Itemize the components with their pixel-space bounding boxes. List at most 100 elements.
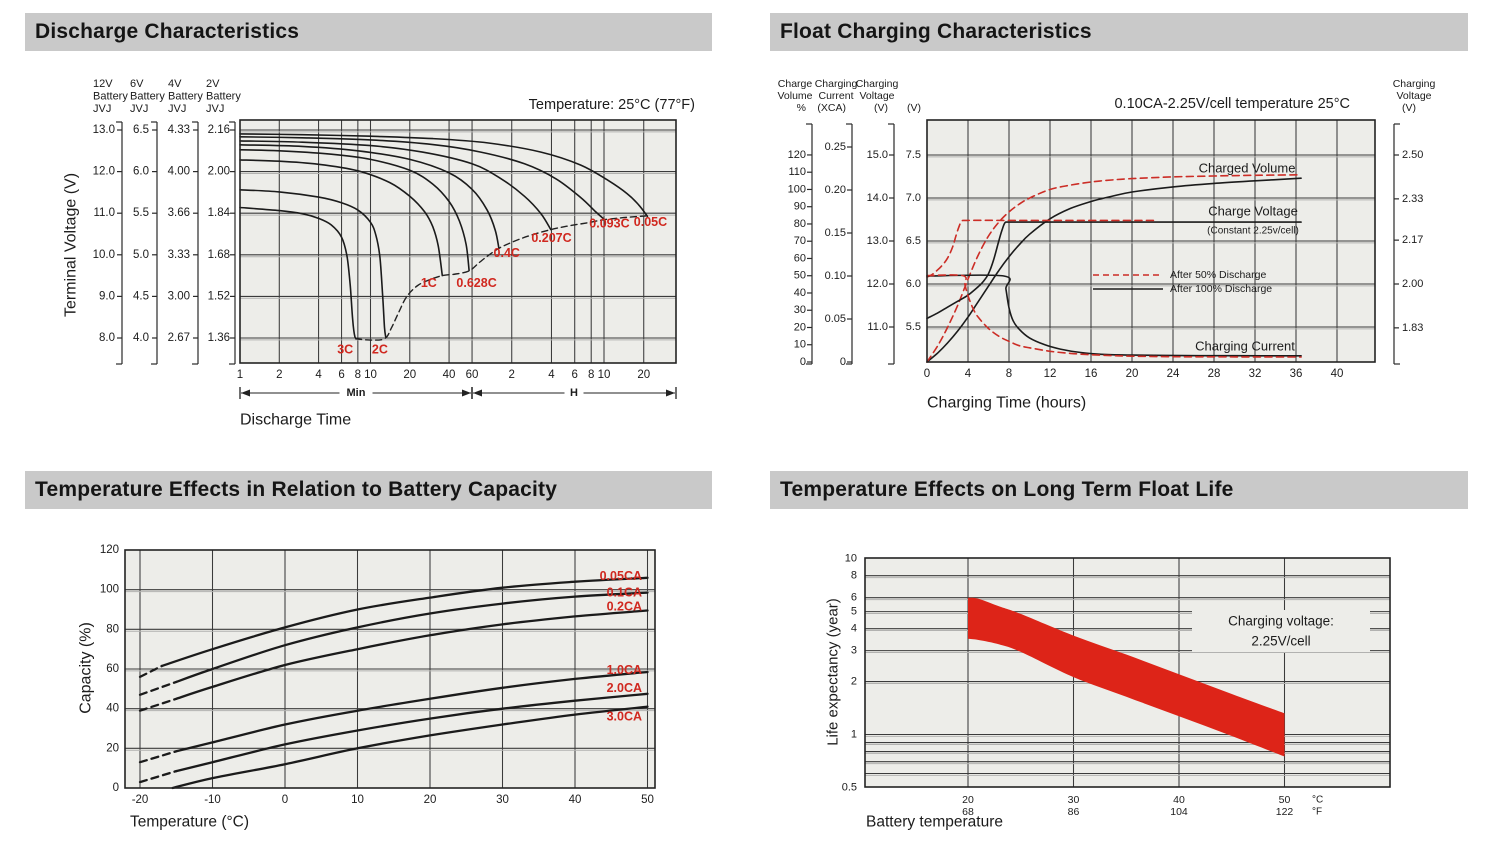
scale-value: 7.0 xyxy=(906,192,921,204)
scale-value: 6.5 xyxy=(133,124,149,136)
x-tick-label: -20 xyxy=(132,794,149,806)
scale-value: 0.20 xyxy=(825,184,846,196)
x-tick-label-c: 30 xyxy=(1068,794,1080,806)
scale-value: 10 xyxy=(794,339,806,351)
x-tick-label-c: 20 xyxy=(962,794,974,806)
section-title-float-life: Temperature Effects on Long Term Float L… xyxy=(770,471,1468,509)
arrowhead-left-icon xyxy=(241,389,250,397)
c-rate-label: 2C xyxy=(372,343,388,357)
x-tick-label: 6 xyxy=(572,369,578,381)
scale-unit: (XCA) xyxy=(817,102,846,114)
plot-area xyxy=(240,120,676,363)
scale-value: 5.5 xyxy=(906,321,921,333)
scale-header: Battery xyxy=(130,91,165,103)
x-tick-label-f: 68 xyxy=(962,806,974,818)
scale-value: 1.68 xyxy=(208,249,230,261)
x-tick-label-f: 122 xyxy=(1276,806,1294,818)
y-tick-label: 2 xyxy=(851,676,857,688)
life-expectancy-band xyxy=(968,597,1285,757)
scale-header: Charging xyxy=(1393,78,1436,90)
y-axis-title: Life expectancy (year) xyxy=(825,598,842,746)
x-tick-label: 8 xyxy=(355,369,361,381)
x-axis-title: Battery temperature xyxy=(866,814,1003,831)
section-title-float-life-text: Temperature Effects on Long Term Float L… xyxy=(780,478,1234,501)
scale-value: 0 xyxy=(800,356,806,368)
scale-value: 110 xyxy=(788,166,806,178)
scale-value: 50 xyxy=(794,270,806,282)
scale-value: 0.05 xyxy=(825,313,846,325)
scale-value: 9.0 xyxy=(99,290,115,302)
x-tick-label: 6 xyxy=(338,369,344,381)
scale-value: 100 xyxy=(788,183,806,195)
scale-value: 1.83 xyxy=(1402,322,1423,334)
section-title-discharge: Discharge Characteristics xyxy=(25,13,712,51)
scale-value: 3.00 xyxy=(168,290,190,302)
scale-value: 2.00 xyxy=(208,166,230,178)
x-tick-label: 8 xyxy=(1006,368,1012,380)
section-title-temp-capacity-text: Temperature Effects in Relation to Batte… xyxy=(35,478,558,501)
scale-value: 90 xyxy=(794,201,806,213)
series-charging-current-50 xyxy=(926,274,1302,358)
series-charged-volume-100 xyxy=(926,177,1302,363)
arrowhead-right-icon xyxy=(462,389,471,397)
scale-header: 4V xyxy=(168,78,182,90)
capacity-curve-2.0CA xyxy=(175,692,649,773)
scale-header: Charging xyxy=(856,78,899,90)
x-tick-label: 12 xyxy=(1044,368,1057,380)
range-label: H xyxy=(570,387,578,399)
ca-rate-label: 3.0CA xyxy=(607,710,642,724)
ca-rate-label: 0.2CA xyxy=(607,600,642,614)
section-title-float-charging-text: Float Charging Characteristics xyxy=(780,20,1092,43)
scale-value: 0.10 xyxy=(825,270,846,282)
discharge-curve-0.628C xyxy=(239,149,470,272)
capacity-curve-3.0CA xyxy=(171,705,649,790)
x-tick-label-c: 50 xyxy=(1279,794,1291,806)
scale-value: 6.0 xyxy=(906,278,921,290)
scale-value: 11.0 xyxy=(867,321,888,333)
scale-value: 11.0 xyxy=(93,207,115,219)
x-tick-label: 4 xyxy=(965,368,972,380)
scale-header: JVJ xyxy=(93,103,111,115)
capacity-curve-1.0CA xyxy=(175,670,649,753)
series-charging-current-100 xyxy=(926,274,1302,357)
c-rate-label: 0.207C xyxy=(531,231,571,245)
chart-note: Temperature: 25°C (77°F) xyxy=(529,97,695,113)
scale-header: Voltage xyxy=(859,90,894,102)
x-tick-label: 20 xyxy=(424,794,437,806)
scale-value: 0.25 xyxy=(825,141,846,153)
scale-value: 1.52 xyxy=(208,290,230,302)
scale-value: 0 xyxy=(840,356,846,368)
c-rate-label: 3C xyxy=(337,343,353,357)
x-tick-label: 32 xyxy=(1249,368,1262,380)
scale-header: Battery xyxy=(206,91,241,103)
scale-unit: (V) xyxy=(1402,102,1416,114)
y-tick-label: 10 xyxy=(845,553,857,565)
capacity-curve-dashed-1.0CA xyxy=(138,750,178,764)
y-tick-label: 0.5 xyxy=(842,781,857,793)
y-tick-label: 4 xyxy=(851,623,857,635)
x-axis-title: Charging Time (hours) xyxy=(927,395,1086,412)
scale-value: 13.0 xyxy=(93,124,115,136)
x-unit-celsius: °C xyxy=(1312,795,1323,806)
scale-value: 60 xyxy=(794,252,806,264)
ca-rate-label: 0.05CA xyxy=(600,569,642,583)
y-tick-label: 100 xyxy=(100,584,119,596)
x-tick-label: 20 xyxy=(637,369,650,381)
ca-rate-label: 2.0CA xyxy=(607,681,642,695)
x-tick-label: 20 xyxy=(1126,368,1139,380)
x-tick-label: 1 xyxy=(237,369,243,381)
scale-header: Volume xyxy=(777,90,812,102)
y-tick-label: 40 xyxy=(106,703,119,715)
x-tick-label: 20 xyxy=(403,369,416,381)
x-tick-label: 36 xyxy=(1290,368,1303,380)
chart-note: 0.10CA-2.25V/cell temperature 25°C xyxy=(1114,96,1350,112)
scale-header: Battery xyxy=(93,91,128,103)
scale-value: 12.0 xyxy=(93,166,115,178)
x-tick-label: 40 xyxy=(443,369,456,381)
scale-value: 7.5 xyxy=(906,149,921,161)
x-tick-label: -10 xyxy=(204,794,221,806)
x-tick-label: 24 xyxy=(1167,368,1180,380)
c-rate-label: 0.4C xyxy=(494,246,520,260)
